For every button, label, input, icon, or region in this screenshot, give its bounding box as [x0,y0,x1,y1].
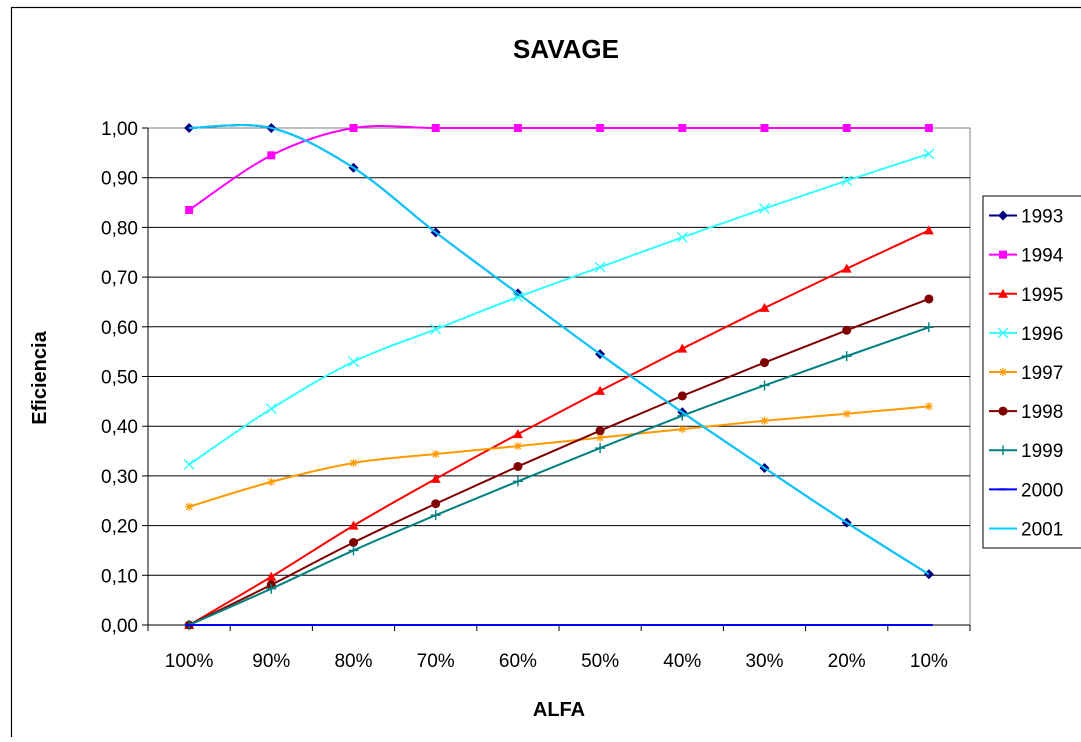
data-point [596,124,604,132]
y-tick-label: 0,20 [101,517,138,538]
legend-label: 1996 [1021,324,1063,345]
data-point [843,124,851,132]
x-tick-label: 80% [334,651,372,672]
y-tick-label: 0,90 [101,169,138,190]
x-tick-label: 40% [663,651,701,672]
legend-marker [999,251,1007,259]
x-tick-label: 20% [828,651,866,672]
x-tick-label: 60% [499,651,537,672]
data-point [761,417,769,425]
data-point [925,124,933,132]
y-tick-label: 1,00 [101,119,138,140]
data-point [514,124,522,132]
x-tick-label: 100% [165,651,214,672]
x-tick-label: 90% [252,651,290,672]
x-tick-label: 70% [417,651,455,672]
y-tick-label: 0,50 [101,368,138,389]
data-point [678,391,687,400]
y-tick-label: 0,00 [101,616,138,637]
legend-label: 1993 [1021,207,1063,228]
legend-label: 1997 [1021,363,1063,384]
data-point [678,425,686,433]
data-point [514,442,522,450]
data-point [842,326,851,335]
data-point [350,459,358,467]
data-point [513,462,522,471]
legend: 1993 1994 1995 1996 1997 1998 1999 2000 2001 [983,196,1081,548]
data-point [596,426,605,435]
data-point [925,402,933,410]
legend-label: 1995 [1021,285,1063,306]
data-point [185,503,193,511]
data-point [432,450,440,458]
legend-label: 1999 [1021,441,1063,462]
legend-label: 1994 [1021,246,1064,267]
data-point [761,124,769,132]
data-point [267,151,275,159]
data-point [924,294,933,303]
data-point [431,499,440,508]
y-tick-label: 0,30 [101,467,138,488]
legend-label: 2000 [1021,480,1063,501]
data-point [432,124,440,132]
x-tick-label: 10% [910,651,948,672]
y-tick-label: 0,60 [101,318,138,339]
legend-label: 2001 [1021,519,1063,540]
data-point [678,124,686,132]
data-point [267,478,275,486]
legend-label: 1998 [1021,402,1063,423]
chart-title: SAVAGE [513,34,619,64]
y-tick-label: 0,40 [101,417,138,438]
data-point [185,206,193,214]
x-tick-label: 30% [745,651,783,672]
data-point [843,410,851,418]
data-point [350,124,358,132]
legend-marker [999,407,1008,416]
data-point [760,358,769,367]
y-tick-label: 0,10 [101,566,138,587]
x-tick-label: 50% [581,651,619,672]
x-axis-title: ALFA [533,699,585,721]
legend-marker [999,368,1007,376]
y-axis-title: Eficiencia [29,330,51,424]
y-tick-label: 0,70 [101,268,138,289]
y-tick-label: 0,80 [101,218,138,239]
